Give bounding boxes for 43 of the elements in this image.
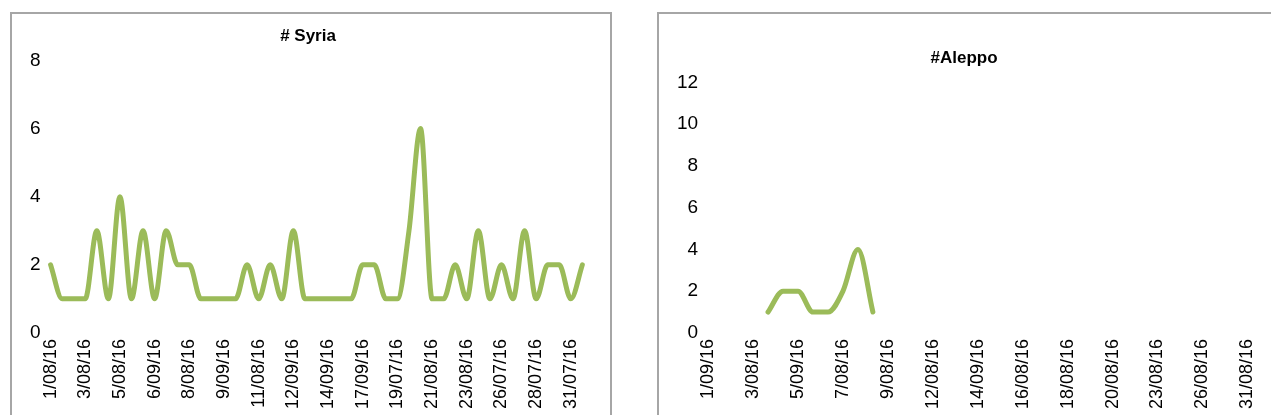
x-tick-label: 1/08/16	[39, 338, 60, 399]
y-tick-label: 6	[29, 116, 41, 138]
x-tick-label: 12/09/16	[282, 338, 303, 410]
y-tick-label: 8	[687, 154, 699, 176]
x-tick-label: 20/08/16	[1101, 338, 1122, 410]
x-tick-label: 23/08/16	[455, 338, 476, 410]
chart-title: #Aleppo	[930, 47, 998, 67]
x-tick-label: 17/09/16	[351, 338, 372, 410]
x-tick-label: 7/08/16	[831, 338, 852, 399]
x-tick-label: 28/07/16	[525, 338, 546, 410]
x-tick-label: 9/08/16	[876, 338, 897, 399]
x-tick-label: 19/07/16	[386, 338, 407, 410]
x-tick-label: 31/08/16	[1236, 338, 1257, 410]
x-tick-label: 11/08/16	[247, 338, 268, 408]
x-tick-label: 26/08/16	[1191, 338, 1212, 410]
x-tick-label: 26/07/16	[490, 338, 511, 410]
y-tick-label: 8	[29, 48, 41, 70]
y-tick-label: 4	[29, 184, 41, 206]
y-tick-label: 10	[676, 112, 699, 134]
y-tick-label: 2	[29, 253, 41, 275]
x-tick-label: 14/09/16	[317, 338, 338, 410]
x-tick-label: 9/09/16	[212, 338, 233, 399]
x-tick-label: 12/08/16	[921, 338, 942, 410]
y-tick-label: 4	[687, 237, 699, 259]
x-tick-label: 31/07/16	[559, 338, 580, 410]
y-tick-label: 12	[676, 70, 699, 92]
x-tick-label: 3/08/16	[74, 338, 95, 399]
x-tick-label: 8/08/16	[178, 338, 199, 399]
x-tick-label: 5/09/16	[786, 338, 807, 399]
x-tick-label: 23/08/16	[1146, 338, 1167, 410]
x-tick-label: 16/08/16	[1011, 338, 1032, 410]
x-tick-label: 1/09/16	[697, 338, 718, 399]
x-tick-label: 6/09/16	[143, 338, 164, 399]
y-tick-label: 0	[687, 321, 699, 343]
y-tick-label: 0	[29, 321, 41, 343]
x-tick-label: 18/08/16	[1056, 338, 1077, 410]
y-tick-label: 2	[687, 279, 699, 301]
x-tick-label: 3/08/16	[742, 338, 763, 399]
x-tick-label: 5/08/16	[108, 338, 129, 399]
x-tick-label: 21/08/16	[421, 338, 442, 410]
chart-title: # Syria	[280, 25, 337, 45]
y-tick-label: 6	[687, 195, 699, 217]
x-tick-label: 14/09/16	[966, 338, 987, 410]
